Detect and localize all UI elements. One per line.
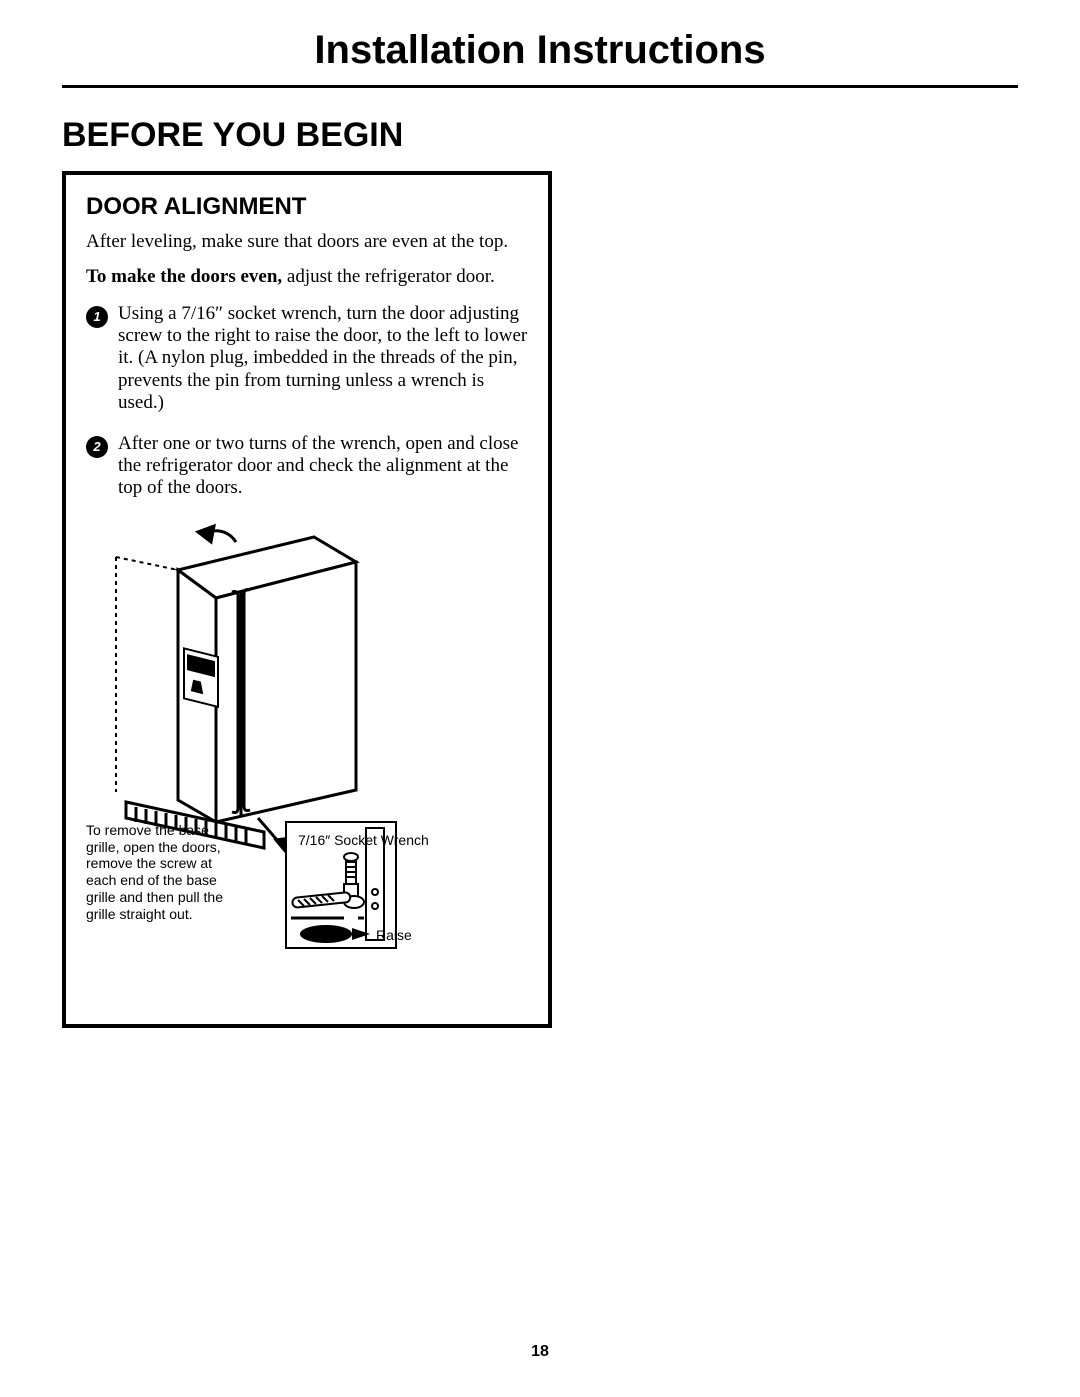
step-number-icon: 2 [86,436,108,458]
label-raise: Raise [376,927,412,943]
step-2-text: After one or two turns of the wrench, op… [118,433,528,500]
step-number-icon: 1 [86,306,108,328]
sublead-rest: adjust the refrigerator door. [282,266,495,287]
label-socket-wrench: 7/16″ Socket Wrench [298,832,429,848]
step-1-text: Using a 7/16″ socket wrench, turn the do… [118,303,528,415]
sublead-bold: To make the doors even, [86,266,282,287]
step-2: 2 After one or two turns of the wrench, … [86,433,528,500]
door-alignment-box: DOOR ALIGNMENT After leveling, make sure… [62,171,552,1028]
box-title: DOOR ALIGNMENT [86,193,528,221]
page-title: Installation Instructions [62,28,1018,88]
caption-remove-grille: To remove the base grille, open the door… [86,822,236,923]
section-title: BEFORE YOU BEGIN [62,116,1018,155]
lead-text: After leveling, make sure that doors are… [86,231,528,254]
sublead-text: To make the doors even, adjust the refri… [86,266,528,289]
step-1: 1 Using a 7/16″ socket wrench, turn the … [86,303,528,415]
refrigerator-diagram [86,522,526,1002]
diagram-area: To remove the base grille, open the door… [86,522,528,1002]
page-number: 18 [0,1343,1080,1361]
